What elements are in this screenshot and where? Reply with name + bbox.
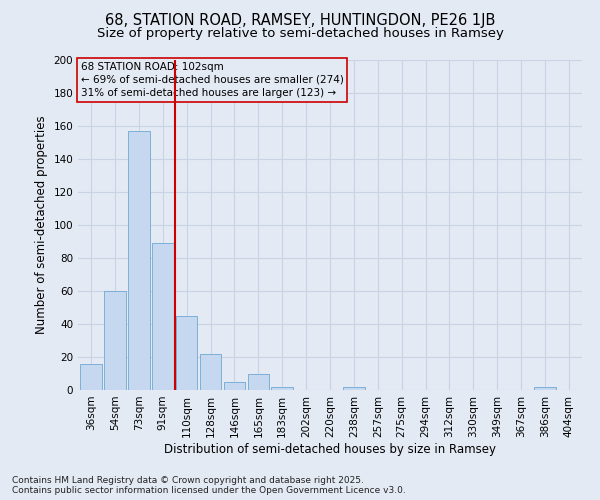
Bar [343,386,365,390]
Bar [104,291,126,390]
Text: 68 STATION ROAD: 102sqm
← 69% of semi-detached houses are smaller (274)
31% of s: 68 STATION ROAD: 102sqm ← 69% of semi-de… [80,62,343,98]
Bar [128,131,149,390]
Bar [152,243,173,390]
Bar [248,374,269,390]
Bar [200,354,221,390]
X-axis label: Distribution of semi-detached houses by size in Ramsey: Distribution of semi-detached houses by … [164,442,496,456]
Bar [224,382,245,390]
Bar [80,364,102,390]
Bar [271,386,293,390]
Bar [534,386,556,390]
Y-axis label: Number of semi-detached properties: Number of semi-detached properties [35,116,48,334]
Text: 68, STATION ROAD, RAMSEY, HUNTINGDON, PE26 1JB: 68, STATION ROAD, RAMSEY, HUNTINGDON, PE… [105,12,495,28]
Bar [176,316,197,390]
Text: Contains HM Land Registry data © Crown copyright and database right 2025.
Contai: Contains HM Land Registry data © Crown c… [12,476,406,495]
Text: Size of property relative to semi-detached houses in Ramsey: Size of property relative to semi-detach… [97,28,503,40]
